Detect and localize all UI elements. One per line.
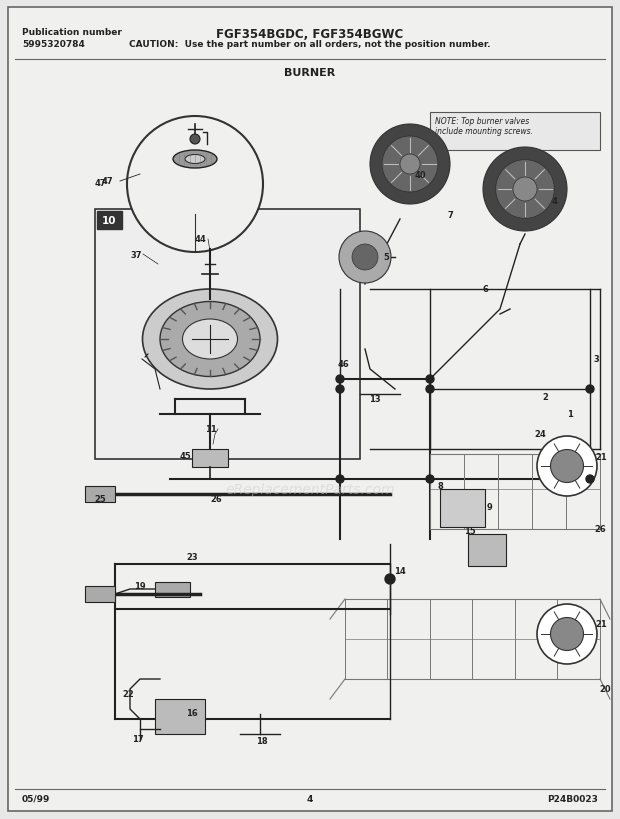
Bar — [85, 486, 115, 502]
Text: 23: 23 — [186, 553, 198, 562]
Text: P24B0023: P24B0023 — [547, 794, 598, 803]
Text: 05/99: 05/99 — [22, 794, 50, 803]
Text: 47: 47 — [94, 179, 106, 188]
Circle shape — [385, 574, 395, 584]
Text: 37: 37 — [130, 250, 141, 259]
Ellipse shape — [160, 302, 260, 377]
Text: 22: 22 — [122, 690, 134, 699]
Bar — [192, 450, 228, 468]
Text: 9: 9 — [487, 503, 493, 512]
Circle shape — [426, 376, 434, 383]
Text: 26: 26 — [210, 495, 222, 504]
Text: 10: 10 — [102, 215, 117, 226]
Circle shape — [551, 618, 583, 651]
Text: 25: 25 — [94, 495, 106, 504]
Text: 8: 8 — [437, 482, 443, 491]
Text: 14: 14 — [394, 567, 406, 576]
Text: 21: 21 — [595, 620, 607, 629]
Text: 18: 18 — [256, 736, 268, 745]
Text: 2: 2 — [542, 393, 548, 402]
Text: eReplacementParts.com: eReplacementParts.com — [225, 482, 395, 496]
Bar — [85, 586, 115, 602]
Circle shape — [483, 147, 567, 232]
Circle shape — [586, 386, 594, 393]
Circle shape — [370, 124, 450, 205]
Circle shape — [586, 475, 594, 483]
Bar — [97, 212, 122, 229]
Text: 20: 20 — [599, 685, 611, 694]
Bar — [468, 534, 506, 566]
Circle shape — [513, 178, 537, 201]
Circle shape — [336, 475, 344, 483]
Text: 11: 11 — [205, 425, 217, 434]
Circle shape — [382, 137, 438, 192]
Text: 16: 16 — [186, 708, 198, 717]
Circle shape — [352, 245, 378, 270]
Circle shape — [400, 155, 420, 174]
Bar — [430, 113, 600, 151]
Circle shape — [426, 475, 434, 483]
Text: 3: 3 — [593, 355, 599, 364]
Bar — [440, 490, 485, 527]
Circle shape — [551, 450, 583, 483]
Text: 4: 4 — [552, 197, 558, 206]
Text: 19: 19 — [134, 581, 146, 590]
Text: 40: 40 — [414, 170, 426, 179]
Text: 17: 17 — [132, 735, 144, 744]
Text: 44: 44 — [195, 235, 206, 244]
Ellipse shape — [185, 156, 205, 165]
Text: 45: 45 — [179, 451, 191, 460]
Text: BURNER: BURNER — [285, 68, 335, 78]
Text: 5: 5 — [383, 253, 389, 262]
Text: 13: 13 — [369, 395, 381, 404]
Text: 7: 7 — [447, 210, 453, 219]
Text: 47: 47 — [102, 177, 113, 186]
Ellipse shape — [182, 319, 237, 360]
Text: 46: 46 — [337, 360, 349, 369]
Text: 21: 21 — [595, 453, 607, 462]
Text: CAUTION:  Use the part number on all orders, not the position number.: CAUTION: Use the part number on all orde… — [129, 40, 491, 49]
Circle shape — [336, 386, 344, 393]
Text: 5995320784: 5995320784 — [22, 40, 85, 49]
Circle shape — [426, 386, 434, 393]
Circle shape — [190, 135, 200, 145]
Ellipse shape — [143, 290, 278, 390]
Text: 1: 1 — [567, 410, 573, 419]
Text: 24: 24 — [534, 430, 546, 439]
Circle shape — [127, 117, 263, 253]
Text: 6: 6 — [482, 285, 488, 294]
Circle shape — [336, 376, 344, 383]
Circle shape — [339, 232, 391, 283]
Circle shape — [537, 604, 597, 664]
Bar — [155, 582, 190, 597]
Circle shape — [495, 161, 554, 219]
Circle shape — [537, 437, 597, 496]
Bar — [95, 210, 360, 459]
Text: Publication number: Publication number — [22, 28, 122, 37]
Bar — [155, 699, 205, 734]
Text: 26: 26 — [594, 525, 606, 534]
Text: FGF354BGDC, FGF354BGWC: FGF354BGDC, FGF354BGWC — [216, 28, 404, 41]
Text: 15: 15 — [464, 527, 476, 536]
Text: NOTE: Top burner valves
include mounting screws.: NOTE: Top burner valves include mounting… — [435, 117, 533, 136]
Text: 4: 4 — [307, 794, 313, 803]
Ellipse shape — [173, 151, 217, 169]
